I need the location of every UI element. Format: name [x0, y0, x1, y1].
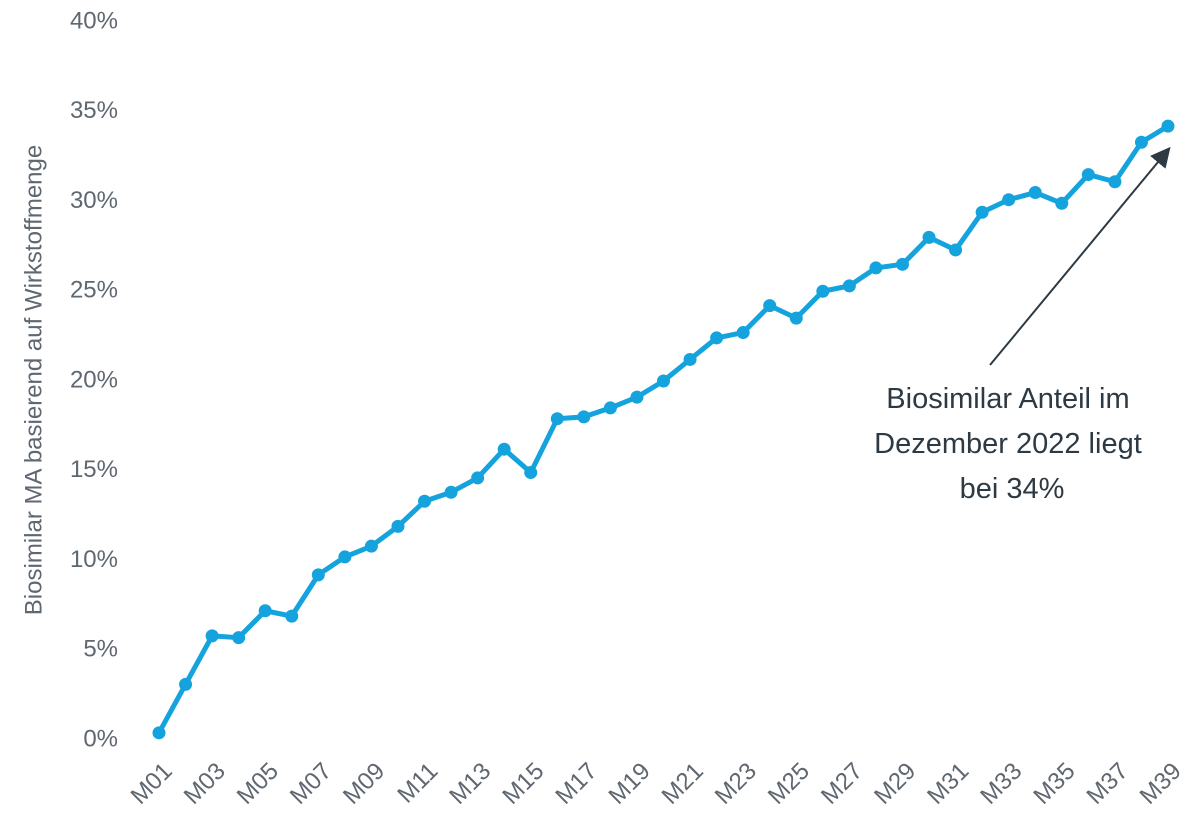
- point: [1134, 135, 1148, 149]
- point: [179, 677, 193, 691]
- point: [497, 442, 511, 456]
- point: [311, 568, 325, 582]
- point: [1028, 186, 1042, 200]
- x-tick-label: M03: [179, 758, 231, 810]
- point: [338, 550, 352, 564]
- x-tick-label: M09: [338, 758, 390, 810]
- x-tick-label: M19: [604, 758, 656, 810]
- point: [630, 390, 644, 404]
- point: [895, 257, 909, 271]
- point: [550, 412, 564, 426]
- annotation-line: bei 34%: [960, 473, 1065, 505]
- point: [657, 374, 670, 388]
- x-tick-label: M11: [392, 758, 443, 809]
- point: [1002, 193, 1016, 207]
- point: [683, 352, 697, 366]
- point: [1108, 175, 1122, 189]
- x-tick-label: M23: [710, 758, 762, 810]
- y-tick-label: 25%: [70, 277, 118, 304]
- point: [471, 471, 485, 485]
- y-tick-label: 30%: [70, 187, 118, 214]
- point: [1055, 196, 1069, 210]
- point: [1161, 119, 1175, 133]
- y-tick-label: 10%: [70, 546, 118, 573]
- y-tick-label: 40%: [70, 7, 118, 34]
- y-axis-label: Biosimilar MA basierend auf Wirkstoffmen…: [20, 145, 47, 615]
- y-tick-label: 5%: [83, 636, 118, 663]
- point: [816, 284, 830, 298]
- x-tick-label: M33: [975, 758, 1027, 810]
- point: [524, 466, 538, 480]
- point: [1081, 168, 1095, 182]
- point: [975, 205, 989, 219]
- x-tick-label: M31: [922, 758, 974, 810]
- point: [418, 494, 432, 508]
- point: [949, 243, 963, 257]
- x-tick-label: M05: [232, 758, 284, 810]
- point: [736, 326, 750, 340]
- x-tick-label: M17: [550, 758, 602, 810]
- x-tick-label: M15: [497, 758, 549, 810]
- point: [258, 604, 272, 618]
- x-tick-label: M29: [869, 758, 921, 810]
- point: [285, 609, 299, 623]
- y-tick-label: 15%: [70, 456, 118, 483]
- y-tick-label: 0%: [83, 725, 118, 752]
- annotation-line: Dezember 2022 liegt: [874, 428, 1142, 460]
- point: [789, 311, 803, 325]
- point: [577, 410, 591, 424]
- x-tick-label: M01: [126, 758, 178, 810]
- point: [603, 401, 617, 415]
- point: [869, 261, 883, 275]
- point: [232, 631, 246, 645]
- x-tick-label: M07: [285, 758, 337, 810]
- x-tick-label: M13: [444, 758, 496, 810]
- annotation-arrow: [989, 146, 1171, 366]
- x-tick-label: M39: [1135, 758, 1187, 810]
- point: [364, 539, 378, 553]
- point: [922, 230, 936, 244]
- annotation-line: Biosimilar Anteil im: [886, 383, 1129, 415]
- x-tick-label: M37: [1082, 758, 1134, 810]
- y-tick-label: 35%: [70, 97, 118, 124]
- x-tick-label: M27: [816, 758, 868, 810]
- point: [391, 519, 405, 533]
- point: [842, 279, 856, 293]
- annotation: Biosimilar Anteil im Dezember 2022 liegt…: [874, 383, 1150, 505]
- x-tick-label: M25: [763, 758, 815, 810]
- x-tick-label: M21: [657, 758, 709, 810]
- point: [444, 485, 458, 499]
- x-tick-label: M35: [1028, 758, 1080, 810]
- point: [205, 629, 219, 643]
- point: [710, 331, 724, 345]
- y-tick-label: 20%: [70, 366, 118, 393]
- point: [763, 299, 777, 313]
- point: [152, 726, 166, 740]
